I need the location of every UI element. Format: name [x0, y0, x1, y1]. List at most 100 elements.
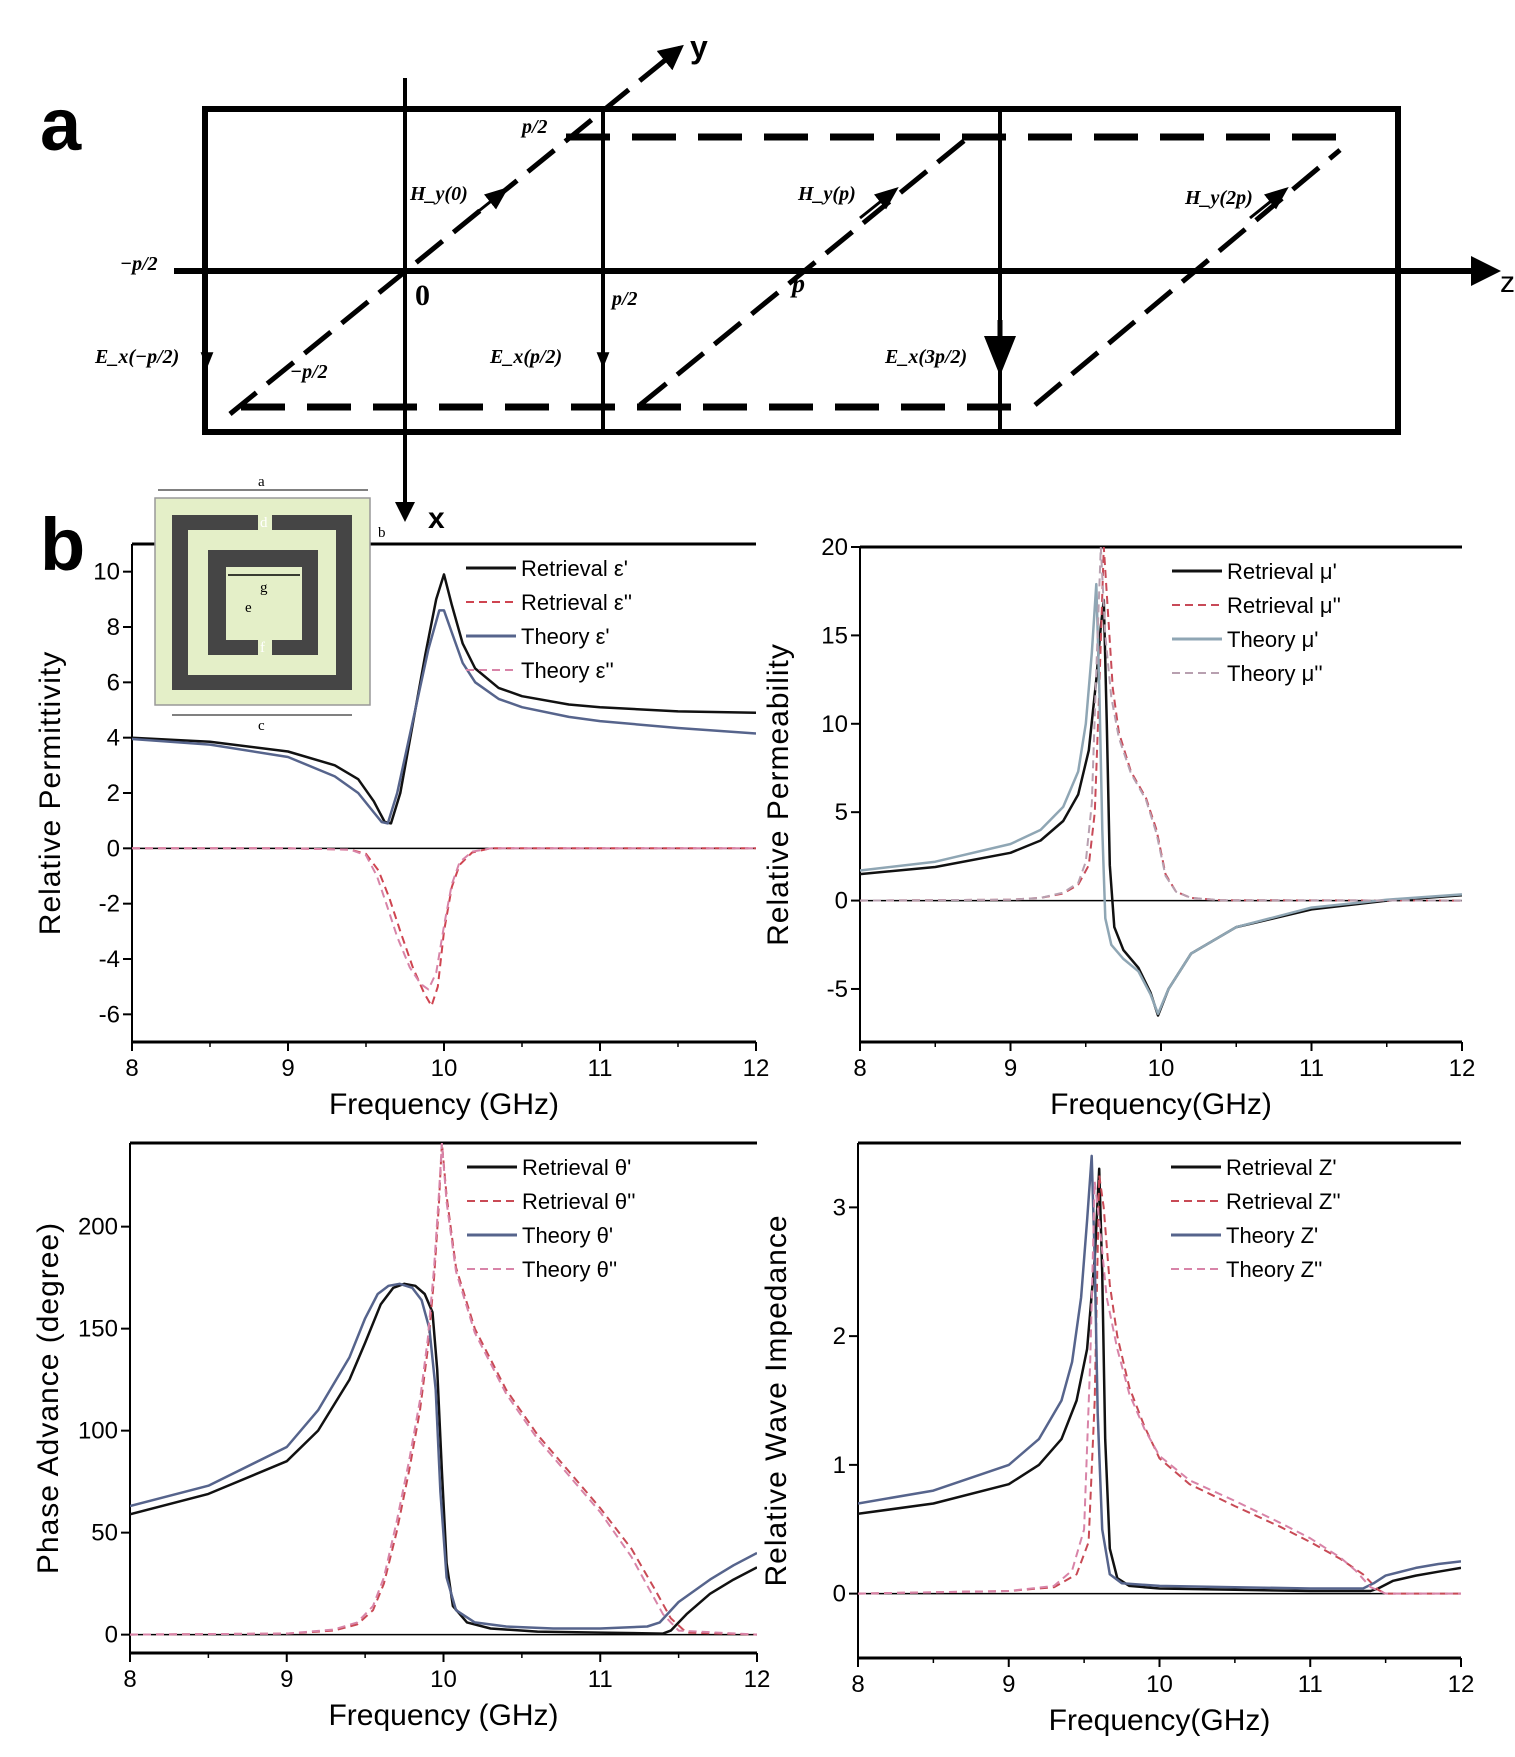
- y-tick-label: 15: [821, 622, 848, 649]
- label-h-0: H_y(0): [409, 183, 468, 205]
- legend-label: Theory θ'': [522, 1257, 617, 1282]
- x-tick-label: 10: [1146, 1671, 1173, 1698]
- y-tick-label: 10: [93, 559, 120, 586]
- x-tick-label: 8: [123, 1666, 136, 1693]
- label-e-3half: E_x(3p/2): [884, 346, 967, 368]
- x-tick-label: 8: [853, 1055, 866, 1082]
- series-group: [858, 1154, 1461, 1595]
- inset-label-c: c: [258, 718, 265, 734]
- y-axis-label: y: [690, 29, 708, 65]
- panel-label-a: a: [40, 83, 82, 166]
- legend-label: Retrieval θ': [522, 1155, 631, 1180]
- series-line-1: [130, 1282, 757, 1635]
- label-h-2p: H_y(2p): [1184, 187, 1253, 209]
- x-axis-title: Frequency(GHz): [1049, 1704, 1271, 1737]
- inset-label-e: e: [245, 600, 252, 616]
- x-tick-label: 10: [1148, 1055, 1175, 1082]
- label-origin: 0: [415, 279, 430, 312]
- x-tick-label: 8: [851, 1671, 864, 1698]
- inset-label-b: b: [378, 525, 386, 541]
- h-arrow-2p: [1249, 187, 1289, 220]
- y-axis-title: Relative Wave Impedance: [760, 1214, 793, 1586]
- x-tick-label: 11: [588, 1666, 613, 1693]
- y-tick-label: 8: [107, 614, 120, 641]
- y-tick-label: 20: [821, 534, 848, 561]
- x-tick-label: 9: [280, 1666, 293, 1693]
- y-tick-label: -6: [99, 1001, 120, 1028]
- legend-label: Theory μ'': [1227, 661, 1323, 686]
- inner-ring: [208, 550, 318, 655]
- label-p-half-axis: p/2: [610, 288, 638, 310]
- series-line-4: [858, 1180, 1461, 1595]
- legend-label: Theory ε'': [521, 658, 614, 683]
- y-axis-title: Phase Advance (degree): [32, 1222, 65, 1574]
- chart-3: 8 9 10 11 12 0 50 100 150 200 Frequency (GHz) Phase…: [32, 1141, 771, 1732]
- y-tick-label: 5: [835, 799, 848, 826]
- legend-label: Retrieval Z': [1226, 1155, 1337, 1180]
- legend-label: Theory θ': [522, 1223, 613, 1248]
- x-tick-label: 9: [281, 1055, 294, 1082]
- label-e-half: E_x(p/2): [489, 346, 562, 368]
- inset-label-g: g: [260, 580, 268, 596]
- series-line-3: [130, 1282, 757, 1630]
- x-axis-title: Frequency (GHz): [329, 1088, 559, 1121]
- legend-label: Retrieval θ'': [522, 1189, 636, 1214]
- y-axis-title: Relative Permittivity: [34, 651, 67, 935]
- x-tick-label: 11: [1298, 1671, 1323, 1698]
- x-tick-label: 9: [1002, 1671, 1015, 1698]
- legend-label: Theory Z'': [1226, 1257, 1322, 1282]
- legend-label: Theory μ': [1227, 627, 1318, 652]
- y-tick-label: 100: [78, 1418, 118, 1445]
- y-tick-label: 50: [91, 1520, 118, 1547]
- h-field-dashed-2: [638, 138, 967, 407]
- chart-2: 8 9 10 11 12 -5 0 5 10 15 20 Frequency(GHz) Relative…: [762, 534, 1475, 1121]
- label-e-minus-half: E_x(−p/2): [94, 346, 179, 368]
- y-axis-title: Relative Permeability: [762, 643, 795, 946]
- series-line-1: [858, 1167, 1461, 1593]
- label-minus-p-half-left: −p/2: [120, 253, 158, 275]
- y-tick-label: 0: [833, 1581, 846, 1608]
- series-group: [130, 1143, 757, 1636]
- series-line-3: [858, 1154, 1461, 1590]
- legend-label: Retrieval ε': [521, 556, 628, 581]
- inset-label-a: a: [258, 474, 265, 490]
- inset-substrate: [154, 497, 371, 706]
- diagram-panel-a: a z x y p/2 H_y(0) H_y(p) H_y(2p) −p/2 0…: [40, 29, 1515, 535]
- series-line-2: [132, 847, 756, 1007]
- y-tick-label: -4: [99, 946, 120, 973]
- legend-label: Retrieval ε'': [521, 590, 632, 615]
- series-line-4: [130, 1143, 757, 1636]
- series-line-2: [130, 1143, 757, 1636]
- y-tick-label: 0: [107, 835, 120, 862]
- series-line-3: [860, 582, 1462, 1015]
- h-arrow-p: [859, 187, 899, 220]
- inset-label-f: f: [260, 640, 265, 656]
- series-line-4: [132, 847, 756, 991]
- x-tick-label: 10: [431, 1055, 458, 1082]
- x-tick-label: 12: [1448, 1671, 1475, 1698]
- legend-label: Retrieval μ': [1227, 559, 1337, 584]
- y-tick-label: -5: [827, 976, 848, 1003]
- label-p-axis: p: [790, 269, 805, 298]
- y-tick-label: 6: [107, 669, 120, 696]
- x-tick-label: 12: [744, 1666, 771, 1693]
- series-line-1: [132, 573, 756, 825]
- series-line-2: [858, 1174, 1461, 1595]
- x-tick-label: 11: [1299, 1055, 1324, 1082]
- srr-inset: a b c d e f g: [154, 474, 386, 734]
- z-axis-label: z: [1500, 266, 1515, 299]
- x-axis-label: x: [428, 502, 445, 535]
- x-axis-title: Frequency(GHz): [1050, 1088, 1272, 1121]
- y-tick-label: 0: [105, 1622, 118, 1649]
- series-group: [860, 547, 1462, 1017]
- y-tick-label: 2: [833, 1323, 846, 1350]
- y-tick-label: 3: [833, 1194, 846, 1221]
- panel-label-b: b: [40, 503, 85, 586]
- x-tick-label: 11: [588, 1055, 613, 1082]
- x-tick-label: 12: [743, 1055, 770, 1082]
- y-tick-label: 200: [78, 1214, 118, 1241]
- legend-label: Theory Z': [1226, 1223, 1318, 1248]
